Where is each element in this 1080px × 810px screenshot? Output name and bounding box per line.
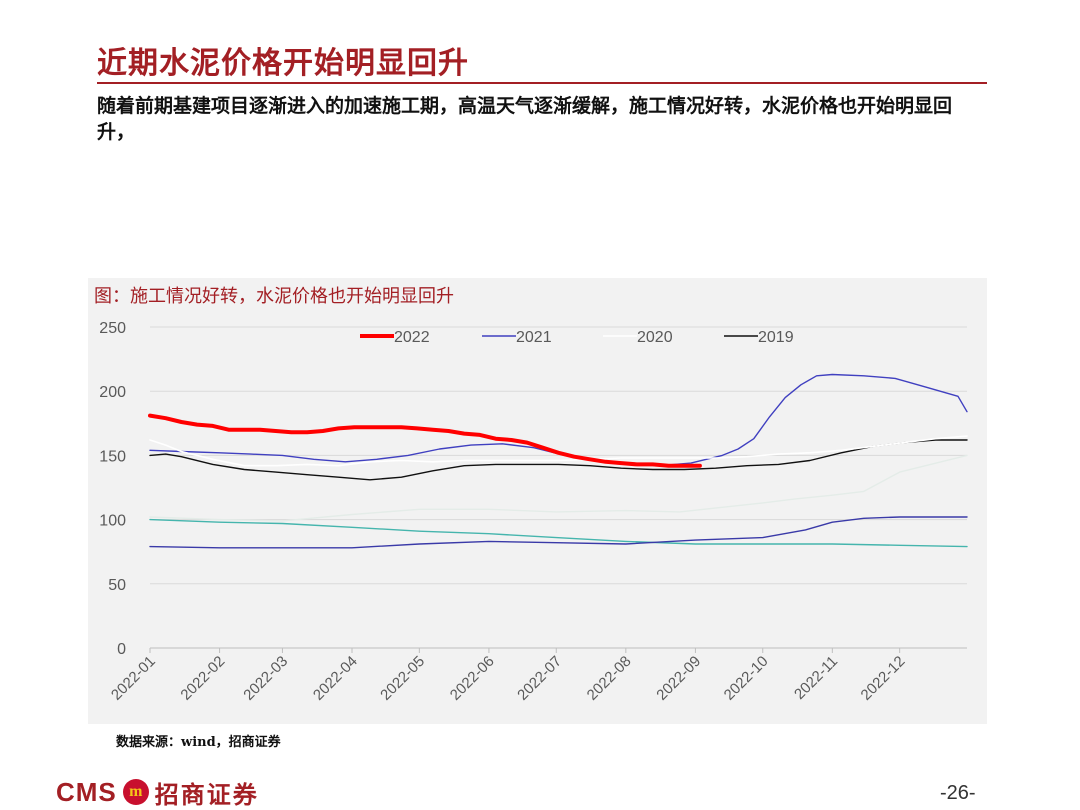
x-tick-label: 2022-02 (177, 653, 228, 704)
series-line-unlabeled-6 (149, 516, 968, 549)
company-logo: CMS m 招商证券 (56, 775, 259, 809)
series-line-2020 (149, 435, 968, 467)
page-title: 近期水泥价格开始明显回升 (97, 46, 469, 81)
y-tick-label: 250 (99, 320, 126, 337)
x-tick-label: 2022-10 (721, 653, 772, 704)
y-tick-label: 200 (99, 384, 126, 401)
chart-panel: 0 50 100 150 200 250 2022-01 2022-02 2022-03 2022… (88, 278, 987, 724)
x-tick-label: 2022-08 (584, 653, 635, 704)
x-tick-label: 2022-11 (791, 653, 841, 703)
legend-label-2020: 2020 (637, 329, 673, 346)
y-tick-label: 150 (99, 448, 126, 465)
x-tick-label: 2022-06 (447, 653, 498, 704)
series-line-2019 (149, 439, 968, 481)
y-tick-label: 100 (99, 513, 126, 530)
intro-paragraph: 随着前期基建项目逐渐进入的加速施工期，高温天气逐渐缓解，施工情况好转，水泥价格也… (97, 95, 953, 143)
logo-text: CMS (56, 776, 117, 807)
x-tick-label: 2022-01 (108, 653, 159, 704)
series-line-unlabeled-5 (149, 518, 968, 548)
y-tick-label: 0 (117, 641, 126, 658)
page-number: -26- (940, 782, 976, 804)
source-note: 数据来源：wind，招商证券 (116, 735, 281, 750)
x-tick-label: 2022-09 (653, 653, 704, 704)
legend-label-2021: 2021 (516, 329, 552, 346)
legend-label-2022: 2022 (394, 329, 430, 346)
x-tick-label: 2022-12 (858, 653, 909, 704)
title-divider (97, 82, 987, 84)
x-tick-label: 2022-03 (240, 653, 291, 704)
series-line-unlabeled-4 (149, 454, 968, 522)
x-tick-label: 2022-04 (310, 653, 361, 704)
logo-badge-icon: m (122, 779, 149, 805)
legend-label-2019: 2019 (758, 329, 794, 346)
x-tick-label: 2022-07 (514, 653, 565, 704)
chart-caption: 图：施工情况好转，水泥价格也开始明显回升 (94, 286, 454, 307)
series-line-2022 (148, 413, 702, 468)
y-tick-label: 50 (108, 577, 126, 594)
x-tick-label: 2022-05 (377, 653, 428, 704)
logo-chinese-name: 招商证券 (154, 779, 259, 809)
line-chart: 0 50 100 150 200 250 2022-01 2022-02 2022-03 2022… (99, 320, 968, 704)
